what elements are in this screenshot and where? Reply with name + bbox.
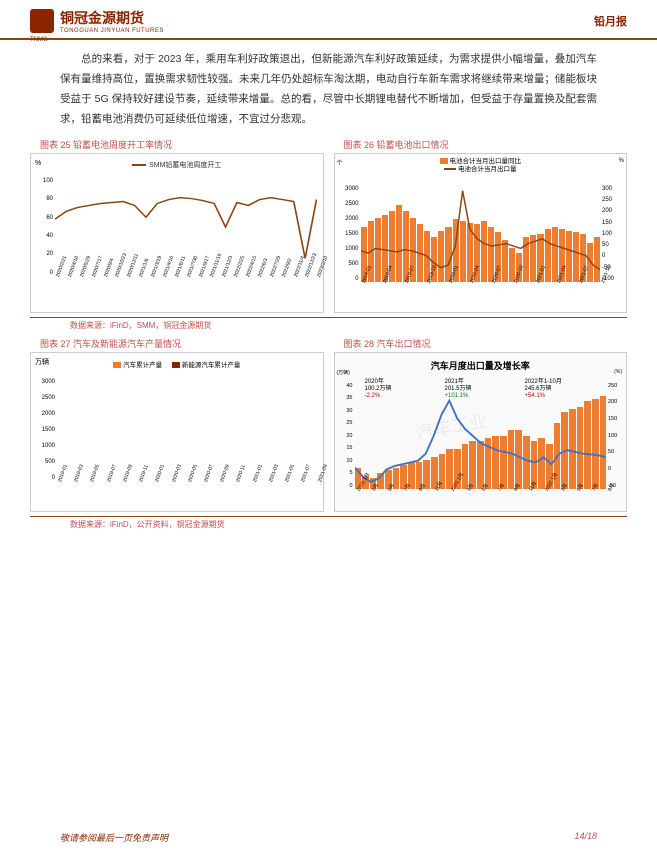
chart26: 个 % 电池合计当月出口量同比 电池合计当月出口量 30002500200015… (334, 153, 628, 313)
chart28-yr-unit: (%) (614, 369, 622, 375)
chart25-yunit: % (35, 160, 41, 167)
page-footer: 敬请参阅最后一页免责声明 14/18 (0, 831, 657, 844)
body-paragraph: 总的来看，对于 2023 年，乘用车利好政策退出，但新能源汽车利好政策延续，为需… (0, 40, 657, 138)
chart27-legend: 汽车累计产量 新能源汽车累计产量 (35, 357, 319, 369)
chart25-yticks: 100806040200 (35, 178, 53, 276)
chart28-xticks: 2020.1月3月5月7月9月11月2021.1月3月5月7月9月11月2022… (355, 489, 607, 509)
source-1: 数据来源：iFinD，SMM，铜冠金源期货 (30, 317, 627, 337)
page-header: 铜冠金源期货 TONGGUAN JINYUAN FUTURES 铅月报 (0, 0, 657, 40)
chart26-legend: 电池合计当月出口量同比 电池合计当月出口量 (339, 158, 623, 175)
chart27-xticks: 2019-012019-032019-052019-072019-092019-… (57, 481, 317, 509)
chart28-yl-ticks: 4035302520151050 (337, 383, 353, 489)
source-2: 数据来源：iFinD，公开资料，铜冠金源期货 (30, 516, 627, 536)
chart25-title: 图表 25 铅蓄电池周度开工率情况 (30, 138, 324, 151)
chart27-yunit: 万辆 (35, 357, 49, 367)
chart26-yl-ticks: 300025002000150010005000 (337, 186, 359, 282)
disclaimer: 敬请参阅最后一页免责声明 (60, 831, 168, 844)
company-name-en: TONGGUAN JINYUAN FUTURES (60, 28, 164, 34)
report-label: 铅月报 (594, 13, 627, 29)
chart27-yticks: 300025002000150010005000 (33, 379, 55, 481)
chart28-plot (355, 383, 607, 489)
chart27-title: 图表 27 汽车及新能源汽车产量情况 (30, 337, 324, 350)
logo-icon (30, 9, 54, 33)
chart25: % SMM铅蓄电池周度开工 100806040200 2020/2/212020… (30, 153, 324, 313)
chart25-xticks: 2020/2/212020/4/102020/5/292020/7/172020… (55, 276, 317, 310)
chart28-inner-title: 汽车月度出口量及增长率 (339, 359, 623, 372)
chart28-yl-unit: (万辆) (337, 369, 350, 376)
chart26-title: 图表 26 铅蓄电池出口情况 (334, 138, 628, 151)
chart28: 汽车月度出口量及增长率 (万辆) (%) 汽车工业 2020年 100.2万辆 … (334, 352, 628, 512)
page-number: 14/18 (574, 831, 597, 844)
chart28-title: 图表 28 汽车出口情况 (334, 337, 628, 350)
chart27: 万辆 汽车累计产量 新能源汽车累计产量 30002500200015001000… (30, 352, 324, 512)
chart25-legend: SMM铅蓄电池周度开工 (37, 160, 317, 170)
chart26-yr-unit: % (619, 158, 624, 164)
chart26-xticks: 2019-012019-042019-072019-102020-012020-… (361, 282, 601, 310)
chart26-yl-unit: 个 (337, 158, 343, 167)
logo: 铜冠金源期货 TONGGUAN JINYUAN FUTURES (30, 8, 164, 34)
company-name-cn: 铜冠金源期货 (60, 8, 164, 28)
paragraph-text: 总的来看，对于 2023 年，乘用车利好政策退出，但新能源汽车利好政策延续，为需… (60, 50, 597, 130)
chart28-yr-ticks: 250200150100500-50 (608, 383, 624, 489)
